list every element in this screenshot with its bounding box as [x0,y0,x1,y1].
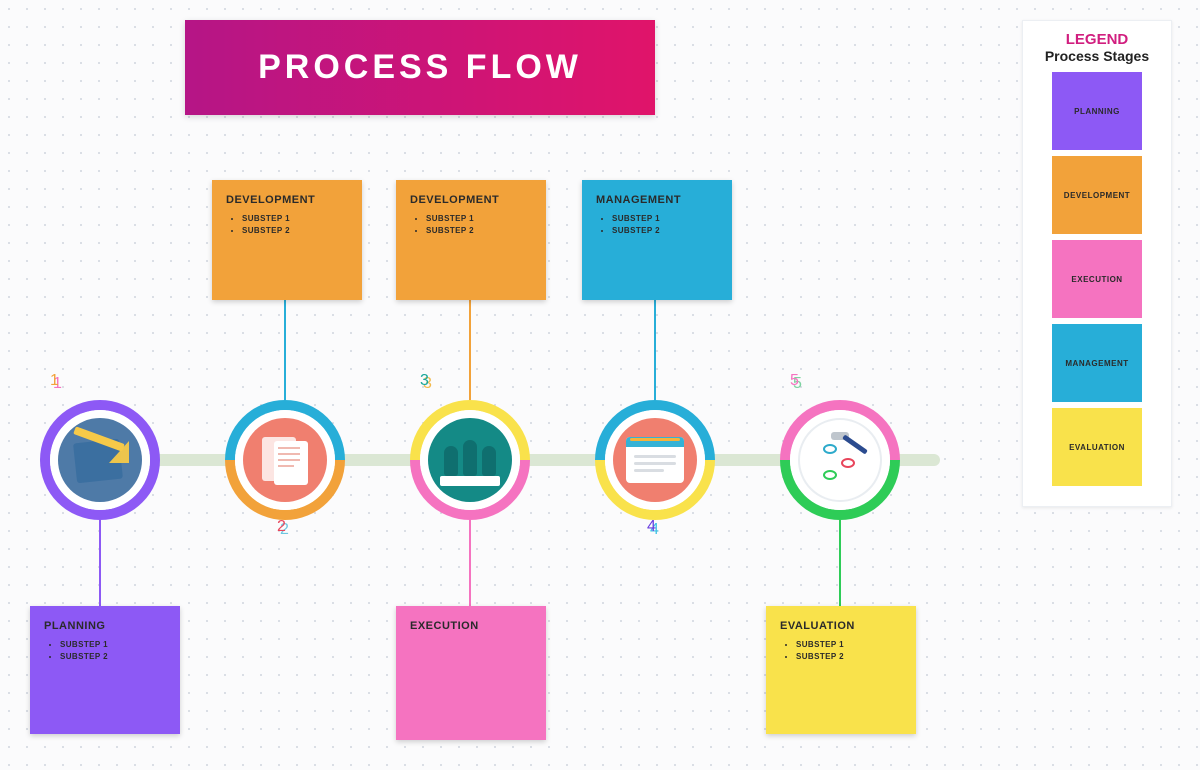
timeline-node-4 [595,400,715,520]
timeline-node-2 [225,400,345,520]
legend-item-planning: PLANNING [1052,72,1142,150]
node-number-4: 4 [647,518,656,536]
legend-panel: LEGEND Process Stages PLANNING DEVELOPMEN… [1022,20,1172,507]
timeline-node-3 [410,400,530,520]
legend-item-execution: EXECUTION [1052,240,1142,318]
stage-card-planning: PLANNING SUBSTEP 1 SUBSTEP 2 [30,606,180,734]
legend-item-evaluation: EVALUATION [1052,408,1142,486]
legend-item-label: EXECUTION [1071,275,1122,284]
card-substeps: SUBSTEP 1 SUBSTEP 2 [226,214,348,235]
card-substep: SUBSTEP 2 [60,652,166,661]
card-substep: SUBSTEP 1 [612,214,718,223]
legend-subtitle: Process Stages [1033,48,1161,64]
legend-title: LEGEND [1033,31,1161,48]
card-substep: SUBSTEP 2 [796,652,902,661]
connector [284,300,286,400]
node-number-1: 1 [50,372,59,390]
chess-icon [428,418,512,502]
card-substep: SUBSTEP 1 [60,640,166,649]
stage-card-dev-b: DEVELOPMENT SUBSTEP 1 SUBSTEP 2 [396,180,546,300]
page-title: PROCESS FLOW [258,48,582,87]
node-number-3: 3 [420,372,429,390]
card-title: DEVELOPMENT [226,194,348,206]
node-number-5: 5 [790,372,799,390]
card-substeps: SUBSTEP 1 SUBSTEP 2 [410,214,532,235]
card-substep: SUBSTEP 1 [242,214,348,223]
card-title: EVALUATION [780,620,902,632]
card-substep: SUBSTEP 2 [426,226,532,235]
docs-icon [243,418,327,502]
card-substep: SUBSTEP 1 [426,214,532,223]
card-substep: SUBSTEP 1 [796,640,902,649]
card-substep: SUBSTEP 2 [242,226,348,235]
card-substeps: SUBSTEP 1 SUBSTEP 2 [44,640,166,661]
connector [469,300,471,400]
browser-icon [613,418,697,502]
connector [839,520,841,610]
legend-item-development: DEVELOPMENT [1052,156,1142,234]
card-title: PLANNING [44,620,166,632]
stage-card-management: MANAGEMENT SUBSTEP 1 SUBSTEP 2 [582,180,732,300]
timeline-node-5 [780,400,900,520]
timeline-node-1 [40,400,160,520]
legend-item-management: MANAGEMENT [1052,324,1142,402]
title-banner: PROCESS FLOW [185,20,655,115]
card-substeps: SUBSTEP 1 SUBSTEP 2 [596,214,718,235]
connector [469,520,471,610]
card-substep: SUBSTEP 2 [612,226,718,235]
card-title: EXECUTION [410,620,532,632]
stage-card-execution: EXECUTION [396,606,546,740]
plan-icon [58,418,142,502]
stage-card-evaluation: EVALUATION SUBSTEP 1 SUBSTEP 2 [766,606,916,734]
legend-item-label: PLANNING [1074,107,1120,116]
connector [99,520,101,610]
stage-card-dev-a: DEVELOPMENT SUBSTEP 1 SUBSTEP 2 [212,180,362,300]
connector [654,300,656,400]
card-title: MANAGEMENT [596,194,718,206]
card-title: DEVELOPMENT [410,194,532,206]
legend-item-label: DEVELOPMENT [1064,191,1130,200]
node-number-2: 2 [277,518,286,536]
clipboard-icon [798,418,882,502]
legend-item-label: EVALUATION [1069,443,1125,452]
card-substeps: SUBSTEP 1 SUBSTEP 2 [780,640,902,661]
legend-item-label: MANAGEMENT [1065,359,1128,368]
